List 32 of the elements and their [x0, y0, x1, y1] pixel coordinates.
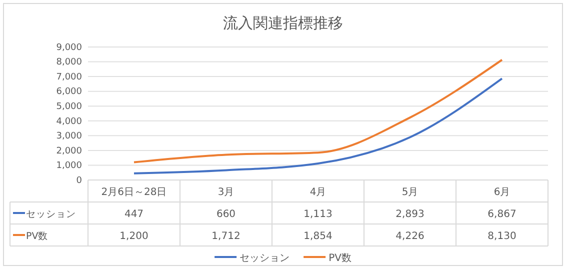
chart-title: 流入関連指標推移: [223, 14, 343, 32]
data-label: 2,893: [396, 209, 424, 220]
y-tick-label: 2,000: [56, 146, 82, 156]
x-tick-label: 4月: [310, 187, 326, 198]
data-label: 6,867: [488, 209, 516, 220]
data-label: 1,200: [120, 231, 148, 242]
legend-label: セッション: [26, 209, 76, 220]
text: セッション: [240, 253, 290, 264]
y-tick-label: 4,000: [56, 116, 82, 127]
x-tick-label: 2月6日～28日: [101, 187, 167, 198]
y-tick-label: 7,000: [56, 72, 82, 82]
data-label: 1,854: [304, 231, 332, 242]
x-tick-label: 5月: [402, 187, 418, 198]
y-tick-label: 1,000: [56, 161, 82, 172]
data-label: 447: [124, 209, 144, 220]
y-tick-label: 3,000: [56, 132, 82, 142]
data-label: 1,712: [212, 231, 240, 242]
x-tick-label: 3月: [218, 187, 234, 198]
y-tick-label: 8,000: [56, 58, 82, 68]
y-tick-label: 9,000: [56, 42, 82, 53]
legend-label: PV数: [328, 253, 352, 264]
line-series: [133, 78, 503, 174]
y-tick-label: 0: [76, 176, 82, 186]
y-tick-label: 6,000: [56, 87, 82, 98]
data-label: 1,113: [304, 209, 332, 220]
line-series: [133, 58, 503, 164]
data-label: 660: [216, 209, 236, 220]
data-label: 4,226: [396, 231, 424, 242]
text: PV数: [26, 231, 48, 242]
x-tick-label: 6月: [494, 187, 510, 198]
data-label: 8,130: [488, 231, 516, 242]
y-tick-label: 5,000: [56, 102, 82, 112]
